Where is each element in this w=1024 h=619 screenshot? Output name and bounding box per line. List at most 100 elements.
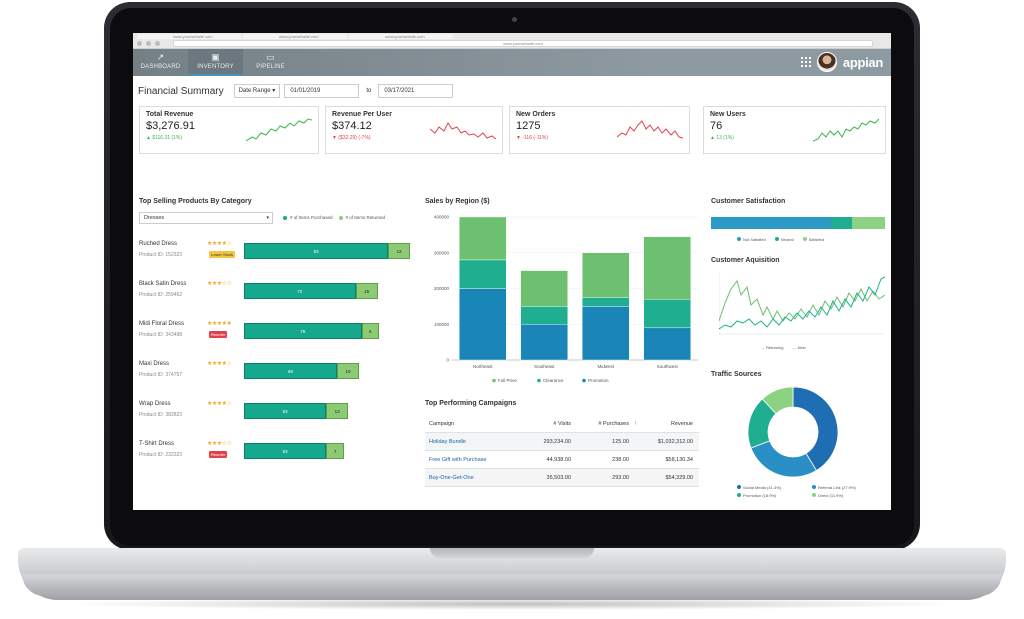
browser-chrome: www.yourwebsite.com www.yourwebsite.com … — [133, 33, 891, 49]
legend-label: Full Price — [498, 378, 517, 383]
legend-item: — Returning — [761, 345, 783, 350]
line-swatch-icon: — — [792, 345, 797, 350]
donut-slice — [761, 386, 794, 415]
product-row[interactable]: Black Satin Dress Product ID: 259462 ★★★☆☆… — [139, 281, 414, 305]
tab-dashboard[interactable]: ↗ DASHBOARD — [133, 49, 188, 76]
bar-purchased: 60 — [244, 363, 337, 379]
legend-label: Direct (11.9%) — [818, 493, 844, 498]
browser-tab[interactable]: www.yourwebsite.com — [137, 34, 241, 39]
legend-swatch — [812, 485, 816, 489]
acquisition-legend: — Returning — New — [761, 345, 806, 350]
reload-icon[interactable] — [155, 41, 160, 46]
new-line — [719, 276, 885, 330]
back-icon[interactable] — [137, 41, 142, 46]
date-to-field[interactable]: 03/17/2021 — [378, 84, 454, 98]
tab-label: PIPELINE — [256, 64, 285, 70]
legend-item: Not Satisfied — [737, 237, 766, 242]
bar-segment — [520, 270, 568, 307]
product-id: Product ID: 343498 — [139, 332, 183, 338]
kpi-label: New Orders — [516, 111, 556, 118]
table-cell: 44,938.00 — [546, 457, 571, 463]
avatar[interactable] — [816, 52, 837, 72]
campaign-link[interactable]: Buy-One-Get-One — [429, 475, 474, 481]
satisfaction-segment — [851, 217, 885, 229]
tab-label: INVENTORY — [197, 64, 234, 70]
browser-tab[interactable]: www.yourwebsite.com — [349, 34, 453, 39]
legend-item: Direct (11.9%) — [812, 493, 887, 498]
camera-icon — [512, 17, 517, 22]
tab-pipeline[interactable]: ▭ PIPELINE — [243, 49, 298, 76]
star-rating-icon: ★★★☆☆ — [207, 441, 232, 447]
legend-item: Social Media (41.3%) — [737, 485, 812, 490]
product-row[interactable]: Midi Floral Dress Product ID: 343498 ★★★★★… — [139, 321, 414, 345]
browser-tab[interactable]: www.yourwebsite.com — [243, 34, 347, 39]
forward-icon[interactable] — [146, 41, 151, 46]
kpi-card-new-users: New Users 76 ▲ 13 (1%) — [703, 106, 886, 154]
kpi-card-total-revenue: Total Revenue $3,276.91 ▲ $116.31 (1%) — [139, 106, 319, 154]
laptop-shadow — [60, 598, 964, 610]
chart-title: Sales by Region ($) — [425, 198, 490, 205]
product-name: Maxi Dress — [139, 361, 170, 367]
bar-purchased: 76 — [244, 323, 362, 339]
url-bar[interactable]: www.yourwebsite.com — [173, 40, 873, 47]
bar-segment — [582, 252, 630, 298]
traffic-legend: Social Media (41.3%) Referral Link (27.9%… — [737, 485, 887, 498]
star-rating-icon: ★★★★☆ — [207, 401, 232, 407]
kpi-label: Total Revenue — [146, 111, 194, 118]
campaigns-title: Top Performing Campaigns — [425, 400, 517, 407]
product-row[interactable]: Ruched Dress Product ID: 152323 ★★★★☆ Lower… — [139, 241, 414, 265]
chevron-down-icon: ▾ — [272, 88, 276, 94]
y-tick-label: 400000 — [434, 215, 450, 220]
column-header[interactable]: Campaign — [429, 421, 455, 427]
column-header[interactable]: Revenue — [670, 421, 693, 427]
table-cell: $54,329.00 — [665, 475, 693, 481]
legend-swatch — [774, 237, 779, 241]
column-header[interactable]: # Purchases — [598, 421, 629, 427]
table-cell: 293,234.00 — [543, 439, 571, 445]
bar-segment — [643, 236, 691, 300]
product-id: Product ID: 374757 — [139, 372, 183, 378]
product-row[interactable]: T-Shirt Dress Product ID: 232323 ★★★☆☆ Reor… — [139, 441, 414, 465]
date-range-select[interactable]: Date Range ▾ — [233, 84, 281, 98]
box-icon: ▣ — [211, 52, 220, 62]
campaign-link[interactable]: Holiday Bundle — [429, 439, 466, 445]
star-rating-icon: ★★★★★ — [207, 321, 232, 327]
y-tick-label: 0 — [446, 358, 449, 363]
bar-segment — [459, 259, 507, 289]
main-content: Financial Summary Date Range ▾ 01/01/201… — [133, 77, 891, 510]
bar-purchased: 93 — [244, 243, 389, 259]
product-row[interactable]: Wrap Dress Product ID: 382823 ★★★★☆ 53 13 — [139, 401, 414, 425]
satisfaction-segment — [711, 217, 832, 229]
table-row: Buy-One-Get-One 35,503.00 293.00 $54,329… — [425, 469, 699, 487]
bar-purchased: 53 — [244, 403, 327, 419]
sort-arrow-icon[interactable]: ↑ — [634, 421, 637, 427]
bar-segment — [582, 297, 630, 307]
product-name: Midi Floral Dress — [139, 321, 185, 327]
satisfaction-title: Customer Satisfaction — [711, 198, 786, 205]
bar-purchased: 53 — [244, 443, 327, 459]
date-from-field[interactable]: 01/01/2019 — [284, 84, 360, 98]
table-row: Free Gift with Purchase 44,938.00 238.00… — [425, 451, 699, 469]
to-label: to — [366, 88, 372, 94]
y-tick-label: 300000 — [434, 250, 450, 255]
satisfaction-segment — [831, 217, 852, 229]
tab-label: DASHBOARD — [140, 64, 181, 70]
product-row[interactable]: Maxi Dress Product ID: 374757 ★★★★☆ 60 10 — [139, 361, 414, 385]
returning-line — [719, 279, 885, 322]
product-name: Ruched Dress — [139, 241, 178, 247]
x-tick-label: Southeast — [534, 364, 555, 369]
kpi-value: 76 — [710, 120, 723, 132]
campaign-link[interactable]: Free Gift with Purchase — [429, 457, 487, 463]
apps-grid-icon[interactable] — [800, 57, 811, 67]
bar-returned: 12 — [388, 243, 411, 259]
column-header[interactable]: # Visits — [553, 421, 571, 427]
product-id: Product ID: 152323 — [139, 252, 183, 258]
legend-label: Promotion — [588, 378, 609, 383]
kpi-change: ▲ 13 (1%) — [710, 135, 734, 141]
app-header: ↗ DASHBOARD ▣ INVENTORY ▭ PIPELINE appia… — [133, 49, 891, 76]
status-badge: Reorder — [209, 331, 228, 338]
product-id: Product ID: 382823 — [139, 412, 183, 418]
category-select[interactable]: Dresses ▾ — [139, 212, 273, 224]
tab-inventory[interactable]: ▣ INVENTORY — [188, 49, 243, 76]
legend-label: Referral Link (27.9%) — [818, 485, 856, 490]
